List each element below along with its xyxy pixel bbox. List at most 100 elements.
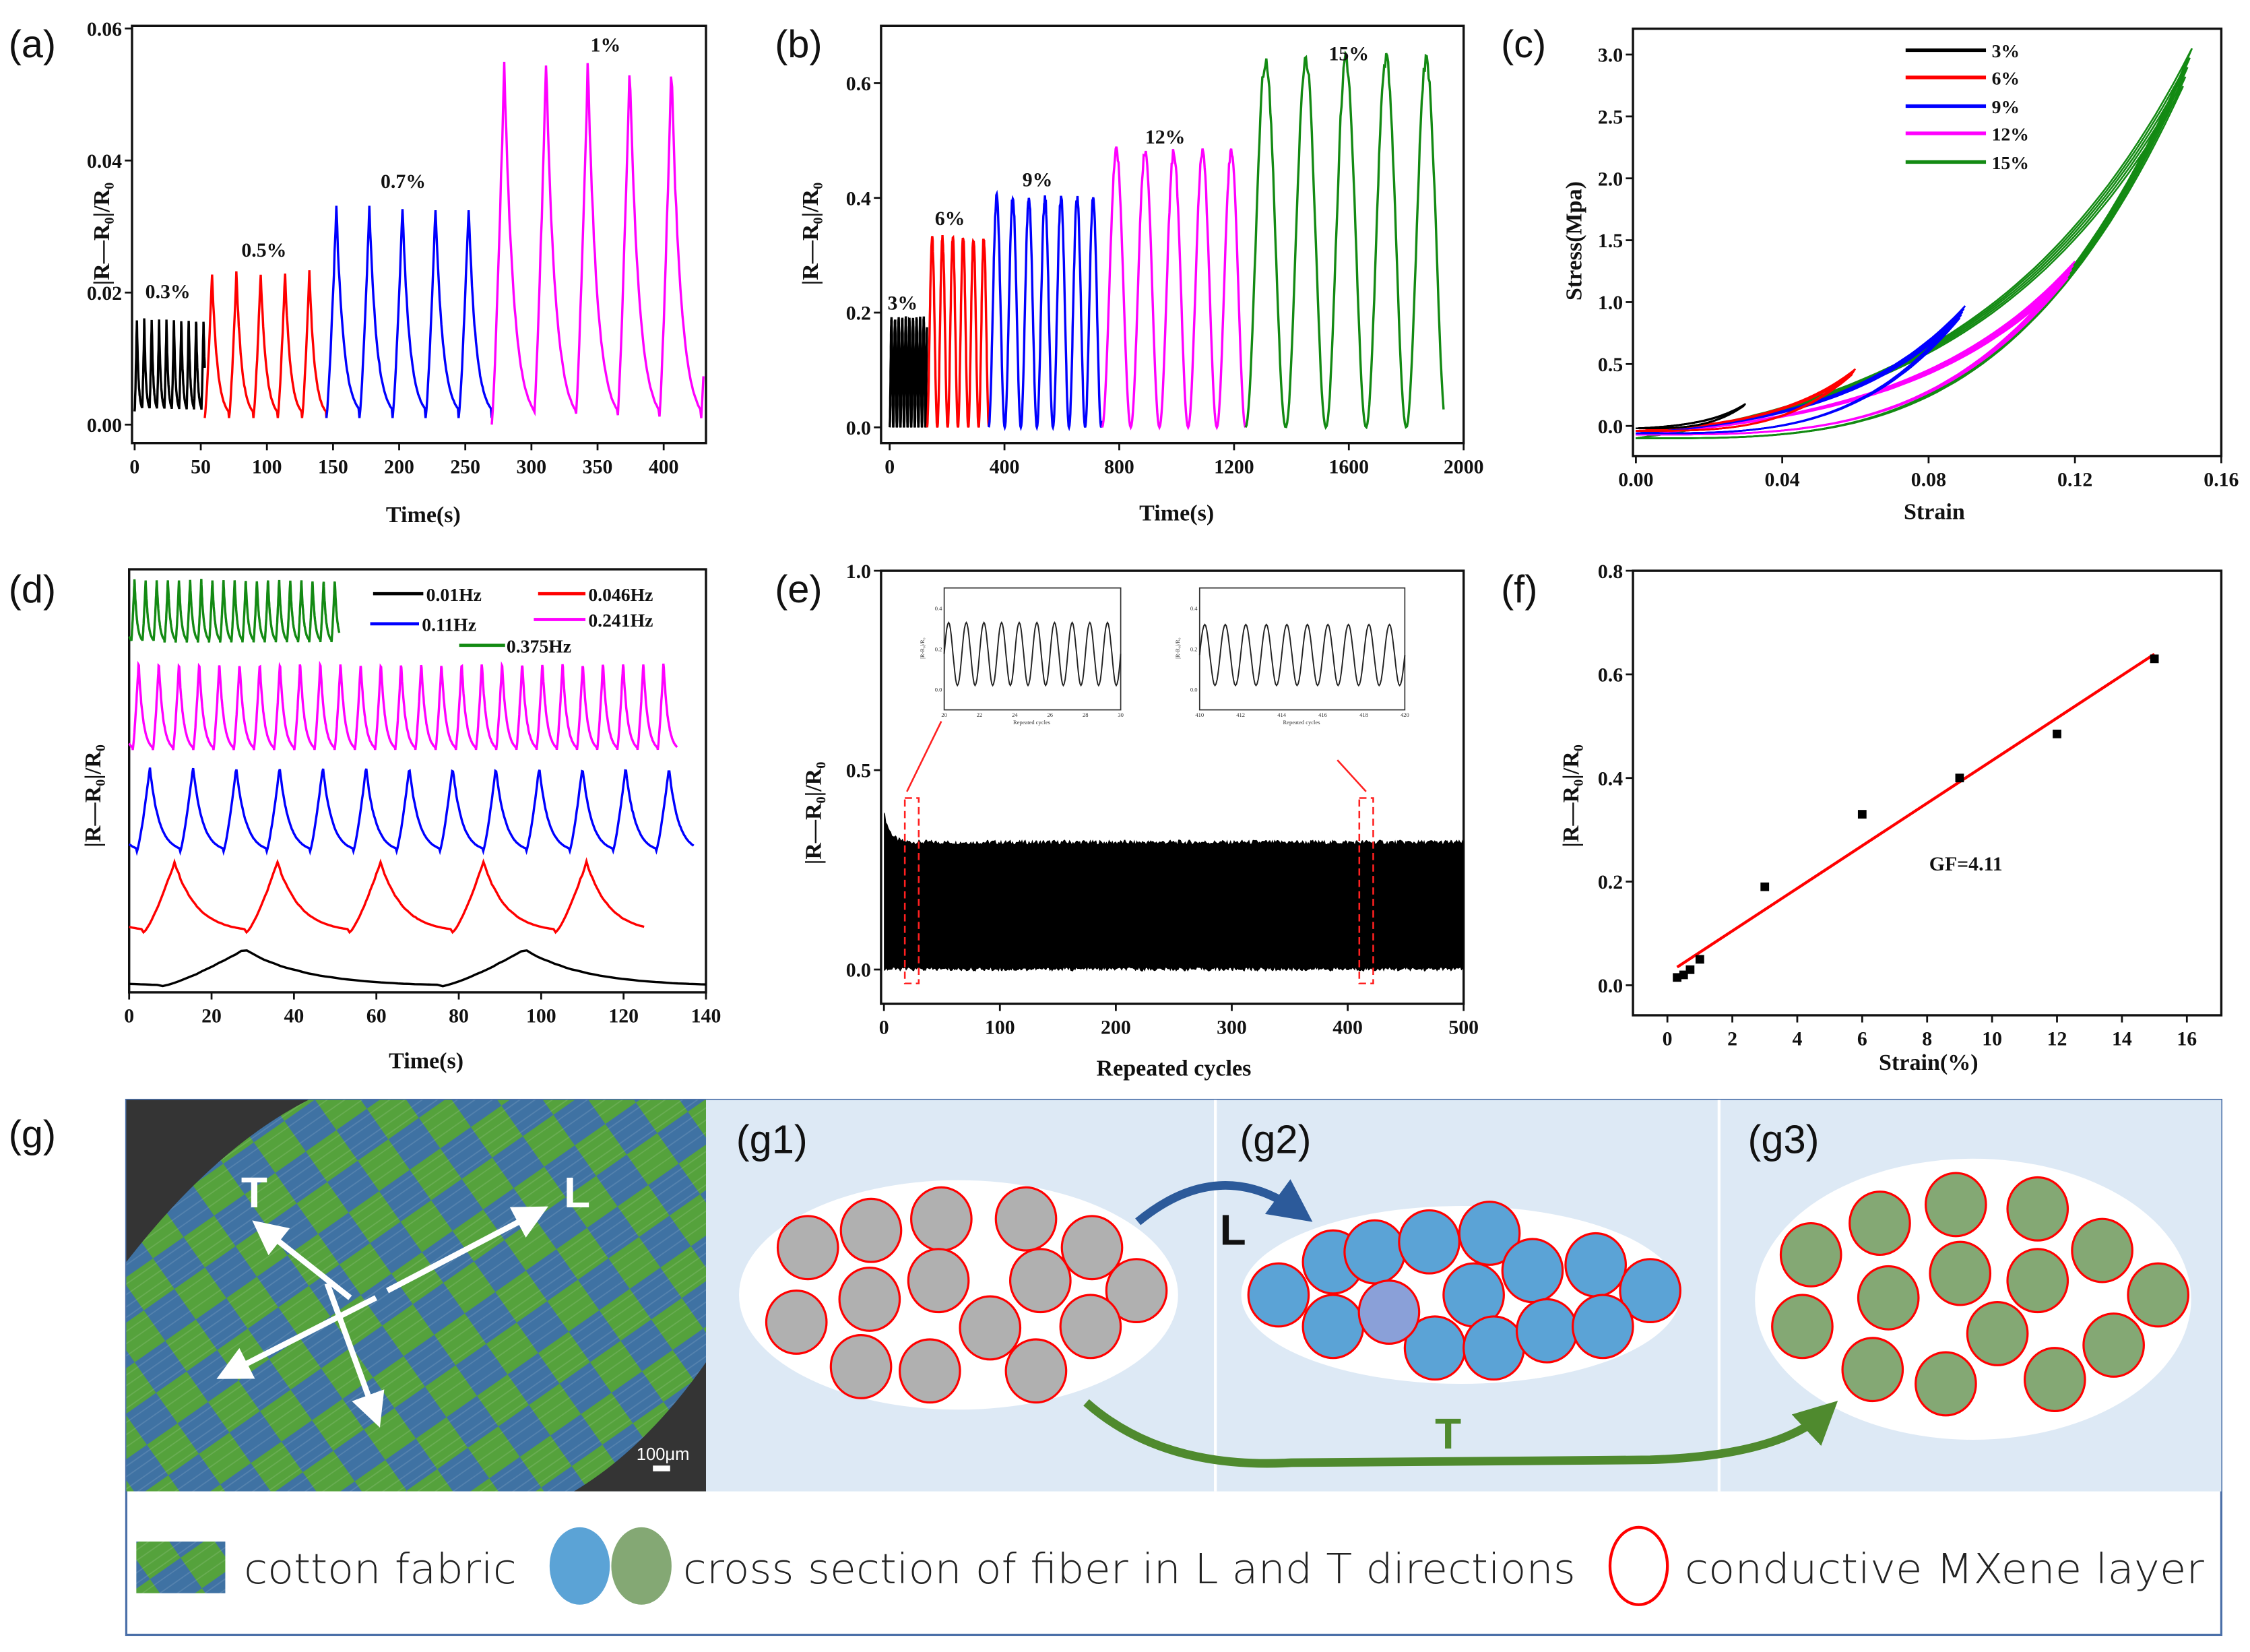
fiber-t-swatch: [611, 1527, 672, 1605]
schematic-legend: cotton fabric cross section of fiber in …: [136, 1525, 2204, 1606]
y-tick-label: 2.5: [1598, 106, 1623, 128]
legend-c-label-3: 12%: [1992, 124, 2029, 145]
fiber-cross-section: [1105, 1258, 1168, 1324]
fit-line: [1676, 653, 2156, 969]
x-tick-label: 100: [985, 1017, 1015, 1039]
ylabel-c: Stress(Mpa): [1562, 181, 1586, 300]
fiber-cross-section: [994, 1186, 1058, 1252]
x-tick-label: 6: [1857, 1028, 1867, 1050]
fiber-cross-section: [1571, 1294, 1634, 1360]
loop-9%: [1636, 305, 1966, 435]
scale-bar: [653, 1465, 670, 1471]
fiber-cross-section: [1059, 1294, 1122, 1360]
fiber-cross-section: [1458, 1201, 1521, 1266]
fiber-cross-section: [2127, 1262, 2190, 1328]
inset-x-tick-label: 410: [1195, 711, 1204, 718]
inset-y-tick-label: 0.0: [1190, 687, 1198, 693]
x-tick-label: 0: [885, 455, 895, 478]
series-a-1%: [490, 61, 705, 425]
scale-bar-label: 100μm: [637, 1445, 690, 1464]
panel-label-d: (d): [9, 568, 56, 611]
plot-frame-f: [1632, 569, 2223, 1017]
inset-x-tick-label: 24: [1012, 711, 1018, 718]
inset-y-tick-label: 0.2: [1190, 645, 1198, 652]
data-point: [1955, 773, 1964, 783]
loop-9%: [1636, 311, 1964, 435]
x-tick-label: 12: [2047, 1028, 2067, 1050]
legend-c-label-2: 9%: [1992, 96, 2020, 117]
sem-image: [126, 1100, 707, 1492]
x-tick-label: 0.04: [1765, 469, 1800, 491]
x-tick-label: 100: [252, 455, 282, 478]
loop-12%: [1636, 277, 2069, 436]
y-tick-label: 0.02: [87, 282, 122, 305]
xlabel-b: Time(s): [1139, 501, 1214, 526]
x-tick-label: 300: [517, 455, 547, 478]
cotton-fabric-swatch: [136, 1542, 226, 1593]
x-tick-label: 0.08: [1911, 469, 1946, 491]
loop-15%: [1636, 67, 2189, 439]
series-d-0.11Hz: [128, 767, 695, 856]
xlabel-c: Strain: [1904, 500, 1965, 525]
x-tick-label: 100: [526, 1005, 556, 1027]
fiber-cross-section: [1619, 1258, 1681, 1324]
panel-label-c: (c): [1501, 23, 1546, 66]
fiber-cross-section: [1343, 1219, 1406, 1285]
highlight-box: [1358, 797, 1374, 985]
loop-6%: [1636, 374, 1853, 432]
legend-cotton-fabric: cotton fabric: [244, 1545, 517, 1593]
x-tick-label: 0.00: [1618, 469, 1653, 491]
x-tick-label: 10: [1982, 1028, 2002, 1050]
inset-x-tick-label: 26: [1048, 711, 1054, 718]
series-b-15%: [1244, 50, 1445, 431]
fiber-cross-section: [1924, 1172, 1987, 1238]
data-point: [1760, 882, 1770, 891]
panel-label-e: (e): [775, 568, 822, 611]
y-tick-label: 0.8: [1598, 561, 1623, 583]
series-b-3%: [888, 316, 928, 428]
sem-arrow-t-down: [324, 1282, 385, 1428]
annotation-b-1: 6%: [935, 208, 965, 230]
legend-c: 3% 6% 9% 12% 15%: [1905, 40, 2029, 173]
y-tick-label: 0.6: [846, 73, 871, 95]
xlabel-d: Time(s): [389, 1049, 463, 1074]
schematic-g: T L 100μm (g1) (g2) (g3) L T cotton fabr…: [125, 1098, 2222, 1637]
highlight-box: [903, 797, 920, 985]
series-b-12%: [1101, 146, 1247, 431]
inset-x-tick-label: 412: [1236, 711, 1245, 718]
panel-label-b: (b): [775, 23, 822, 66]
panel-label-f: (f): [1501, 568, 1537, 611]
ylabel-a: |R—R₀|/R₀: [90, 183, 115, 286]
fiber-cross-section: [1771, 1294, 1834, 1360]
x-tick-label: 300: [1217, 1017, 1247, 1039]
inset-x-tick-label: 416: [1318, 711, 1327, 718]
x-tick-label: 2000: [1444, 455, 1484, 478]
loop-3%: [1636, 405, 1745, 430]
inset-x-tick-label: 30: [1118, 711, 1124, 718]
sem-arrow-l-up: [386, 1206, 548, 1294]
fiber-cross-section: [1004, 1338, 1068, 1404]
fiber-cross-section: [1779, 1221, 1842, 1288]
inset-series: [943, 621, 1122, 687]
inset-series: [1198, 623, 1406, 687]
fiber-cross-section: [1849, 1190, 1911, 1257]
fiber-cross-section: [1462, 1315, 1525, 1381]
inset-x-tick-label: 418: [1359, 711, 1368, 718]
xlabel-e: Repeated cycles: [1097, 1056, 1252, 1081]
legend-d-label-0: 0.01Hz: [426, 584, 482, 605]
sem-arrow-t-up: [252, 1220, 352, 1300]
inset-1-xlabel: Repeated cycles: [1013, 719, 1050, 726]
ylabel-b: |R—R₀|/R₀: [798, 183, 823, 286]
annotation-a-2: 0.7%: [381, 170, 426, 193]
annotation-gf: GF=4.11: [1929, 853, 2003, 875]
plot-frame-a: [131, 24, 707, 445]
series-a-0.7%: [325, 205, 493, 418]
fiber-cross-section: [1357, 1279, 1421, 1345]
x-tick-label: 400: [649, 455, 679, 478]
fiber-cross-section: [1857, 1265, 1920, 1331]
annotation-b-2: 9%: [1023, 169, 1053, 191]
y-tick-label: 0.2: [1598, 871, 1623, 893]
y-tick-label: 0.06: [87, 18, 122, 40]
x-tick-label: 140: [691, 1005, 721, 1027]
